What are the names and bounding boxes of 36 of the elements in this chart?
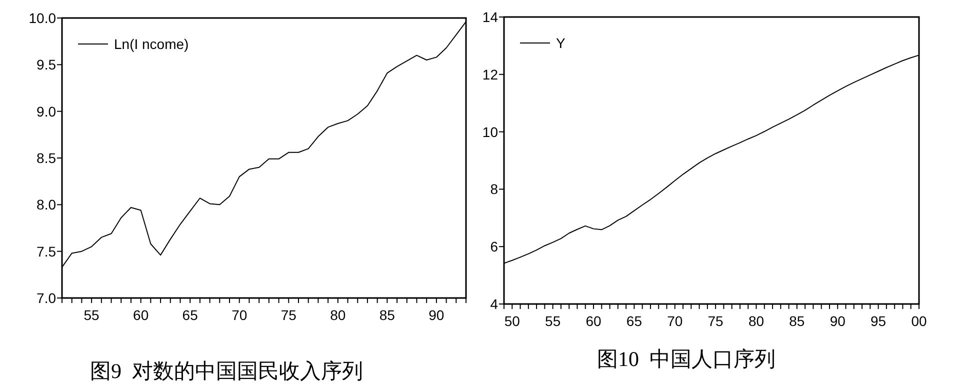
y-tick-label: 10 (482, 124, 498, 140)
x-tick-label: 90 (428, 307, 444, 323)
x-tick-label: 95 (870, 313, 886, 329)
y-tick-label: 14 (482, 9, 498, 25)
x-tick-label: 85 (379, 307, 396, 323)
x-tick-label: 60 (586, 313, 602, 329)
x-tick-label: 85 (789, 313, 805, 329)
caption: 图10 中国人口序列 (597, 347, 776, 371)
x-tick-label: 55 (84, 307, 100, 323)
legend-label: Y (556, 35, 566, 51)
x-tick-label: 50 (504, 313, 520, 329)
x-tick-label: 75 (280, 307, 297, 323)
x-tick-label: 70 (232, 307, 248, 323)
x-tick-label: 65 (626, 313, 642, 329)
y-tick-label: 8 (490, 181, 498, 198)
x-tick-label: 70 (667, 313, 683, 329)
x-tick-label: 55 (545, 313, 561, 329)
y-tick-label: 7.0 (36, 290, 56, 306)
y-tick-label: 9.5 (36, 56, 56, 73)
y-tick-label: 6 (490, 238, 498, 255)
x-tick-label: 00 (911, 313, 927, 329)
y-tick-label: 9.0 (36, 103, 56, 120)
x-tick-label: 60 (133, 307, 149, 323)
x-tick-label: 80 (330, 307, 346, 323)
y-tick-label: 7.5 (36, 243, 56, 260)
x-tick-label: 80 (748, 313, 764, 329)
x-tick-label: 90 (830, 313, 846, 329)
caption: 图9 对数的中国国民收入序列 (90, 359, 363, 383)
x-tick-label: 75 (708, 313, 724, 329)
y-tick-label: 12 (482, 66, 498, 82)
y-tick-label: 4 (490, 296, 498, 312)
legend-label: Ln(I ncome) (114, 36, 189, 52)
y-tick-label: 8.5 (36, 150, 56, 166)
x-tick-label: 65 (182, 307, 198, 323)
y-tick-label: 8.0 (36, 196, 56, 213)
y-tick-label: 10.0 (28, 10, 56, 26)
